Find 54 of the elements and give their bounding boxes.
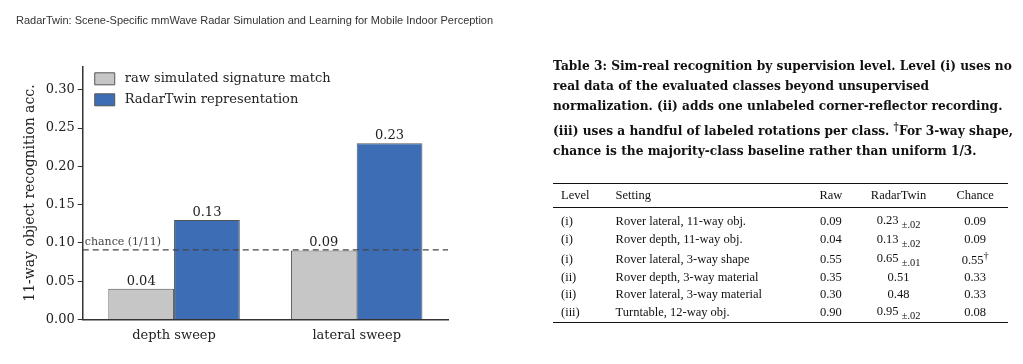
x-tick-label: depth sweep [132, 326, 216, 342]
text: 0.33 [964, 270, 987, 285]
text: (ii) [561, 270, 577, 285]
y-tick-label: 0.30 [45, 81, 75, 97]
text: Turntable, 12-way obj. [615, 304, 730, 319]
text: 0.04 [819, 232, 842, 247]
text: 0.55$^{†}$ [961, 250, 989, 268]
text: 0.33 [964, 287, 987, 302]
text: Table 3: Sim-real recognition by supervision level. Level (i) uses no real data of the evaluated classes beyond unsupervised normalization. (ii) adds one unlabeled corner-reflector recording. (iii) uses a handful of labeled rotations per class. $^{†}$For 3-way shape, chance is the majority-class baseline rather than uniform 1/3. [553, 58, 1015, 161]
text: (iii) [561, 304, 580, 319]
data-label: 0.04 [126, 272, 156, 288]
text: Rover lateral, 3-way shape [615, 251, 750, 266]
category-label: Level [560, 187, 591, 205]
y-tick-label: 0.20 [45, 157, 75, 173]
text: Rover lateral, 11-way obj. [615, 213, 746, 228]
category-label: Raw [818, 187, 844, 205]
text: Rover lateral, 3-way material [615, 287, 763, 302]
y-tick-label: 0.15 [45, 195, 75, 211]
text: Rover depth, 3-way material [615, 270, 759, 285]
text: 0.30 [819, 287, 842, 302]
text: 0.09 [964, 213, 987, 228]
legend-label: raw simulated signature match [124, 70, 332, 86]
text: 0.13 $_{±.02}$ [876, 231, 921, 249]
ref-line-label: chance (1/11) [84, 235, 162, 249]
x-tick-label: lateral sweep [312, 326, 401, 342]
text: 0.95 $_{±.02}$ [876, 304, 921, 321]
y-tick-label: 0.10 [45, 234, 75, 250]
text: 0.48 [887, 287, 910, 302]
y-tick-label: 0.05 [45, 272, 75, 288]
text: 0.09 [819, 213, 842, 228]
text: (i) [561, 213, 573, 228]
text: 0.09 [964, 232, 987, 247]
y-axis-title: 11-way object recognition acc. [21, 84, 38, 302]
category-label: Chance [955, 187, 995, 205]
text: (ii) [561, 287, 577, 302]
text: 0.65 $_{±.01}$ [876, 250, 921, 268]
text: 0.08 [964, 304, 987, 319]
text: RadarTwin: Scene-Specific mmWave Radar Simulation and Learning for Mobile Indoor Perception [16, 14, 494, 26]
category-label: Setting [614, 187, 652, 205]
text: 0.90 [819, 304, 842, 319]
legend-label: RadarTwin representation [124, 91, 299, 107]
data-label: 0.23 [375, 127, 405, 143]
text: Rover depth, 11-way obj. [615, 232, 743, 247]
text: 0.35 [819, 270, 842, 285]
text: 0.55 [819, 251, 842, 266]
y-tick-label: 0.00 [45, 310, 75, 326]
text: (i) [561, 232, 573, 247]
text: 0.51 [887, 270, 910, 285]
y-tick-label: 0.25 [45, 119, 75, 135]
category-label: RadarTwin [869, 187, 928, 205]
data-label: 0.13 [192, 203, 222, 219]
data-label: 0.09 [309, 234, 339, 250]
text: (i) [561, 251, 573, 266]
text: 0.23 $_{±.02}$ [876, 213, 921, 230]
